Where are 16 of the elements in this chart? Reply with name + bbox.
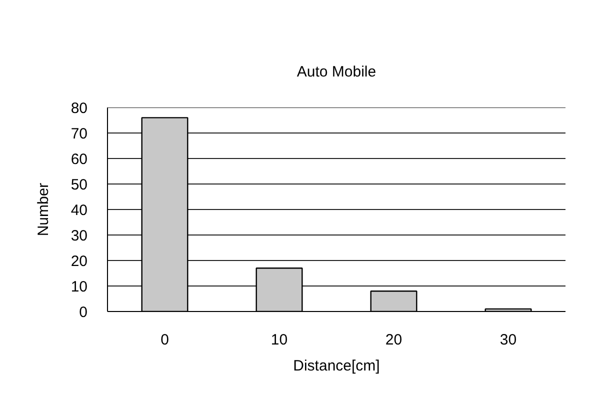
y-tick-label: 80	[70, 100, 88, 117]
y-tick-label: 10	[70, 278, 88, 296]
y-tick-label: 40	[70, 202, 88, 219]
x-axis-title: Distance[cm]	[293, 358, 380, 374]
chart-title: Auto Mobile	[296, 64, 376, 80]
x-tick-label: 10	[270, 332, 288, 348]
x-tick-label: 20	[385, 332, 402, 348]
x-tick-label: 30	[500, 332, 517, 348]
y-tick-label: 0	[79, 304, 88, 321]
y-tick-label: 30	[70, 228, 88, 244]
y-tick-label: 70	[70, 126, 88, 142]
y-tick-label: 20	[70, 253, 88, 270]
x-tick-label: 0	[160, 332, 169, 348]
y-tick-label: 50	[70, 176, 88, 194]
y-tick-label: 60	[70, 151, 88, 168]
y-axis-title: Number	[34, 182, 52, 236]
